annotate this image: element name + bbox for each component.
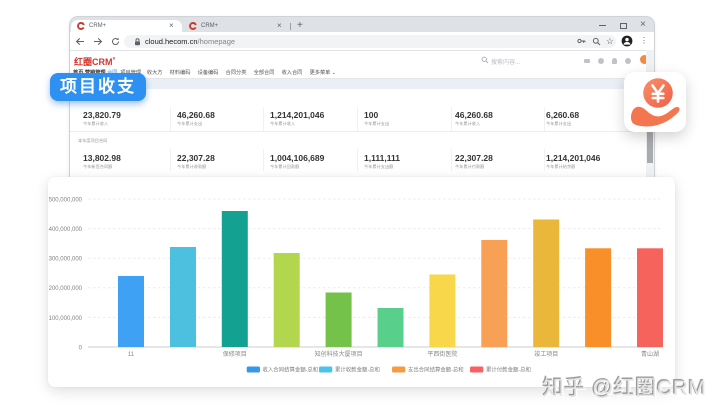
svg-text:400,000,000: 400,000,000: [49, 227, 83, 233]
svg-text:保修项目: 保修项目: [223, 350, 247, 358]
svg-text:500,000,000: 500,000,000: [49, 198, 83, 204]
svg-text:知创科技大厦项目: 知创科技大厦项目: [315, 350, 363, 358]
svg-text:累计付款金额-总和: 累计付款金额-总和: [486, 366, 531, 374]
svg-text:支出合同结算金额-总和: 支出合同结算金额-总和: [408, 366, 464, 374]
svg-text:300,000,000: 300,000,000: [49, 257, 83, 263]
svg-text:竣工项目: 竣工项目: [534, 350, 558, 358]
svg-text:11: 11: [128, 352, 135, 358]
svg-text:0: 0: [79, 346, 83, 352]
svg-text:平西街医院: 平西街医院: [427, 350, 457, 358]
svg-text:收入合同结算金额-总和: 收入合同结算金额-总和: [263, 366, 319, 374]
svg-text:青山湖: 青山湖: [641, 350, 659, 358]
svg-text:100,000,000: 100,000,000: [49, 316, 83, 322]
svg-text:累计收款金额-总和: 累计收款金额-总和: [335, 366, 380, 374]
svg-text:200,000,000: 200,000,000: [49, 286, 83, 292]
